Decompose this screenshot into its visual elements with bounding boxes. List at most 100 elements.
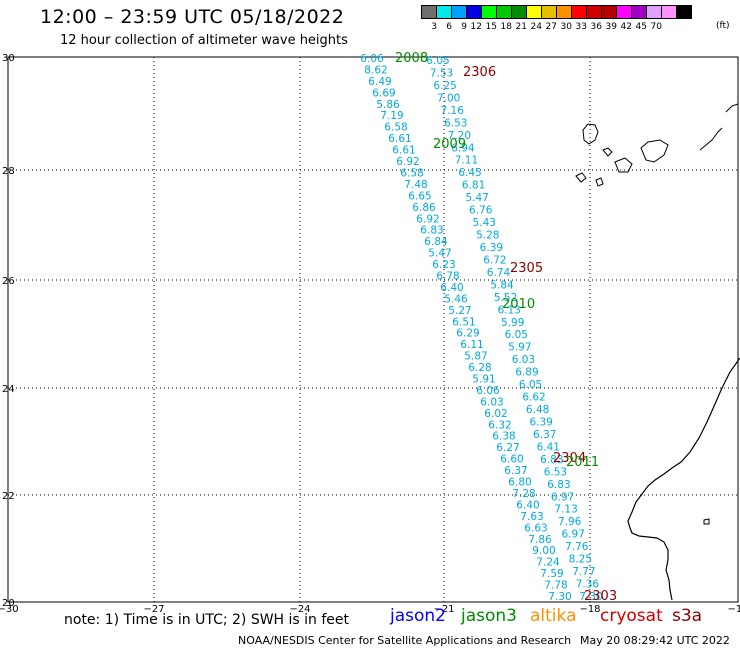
wave-height-value: 6.11 <box>460 339 483 351</box>
wave-height-value: 6.40 <box>516 499 539 511</box>
africa-coastline <box>627 357 740 601</box>
color-scale-unit: (ft) <box>716 21 730 31</box>
wave-height-value: 6.29 <box>456 328 479 340</box>
pass-label: 2303 <box>584 589 617 604</box>
pass-label: 2011 <box>566 455 599 470</box>
wave-height-value: 5.84 <box>490 279 514 291</box>
color-scale-label: 27 <box>545 22 557 32</box>
longitude-label: −30 <box>0 604 19 615</box>
color-scale-label: 33 <box>575 22 587 32</box>
latitude-label: 30 <box>2 53 15 64</box>
wave-height-value: 6.74 <box>487 267 511 279</box>
wave-height-value: 6.28 <box>468 362 491 374</box>
color-scale-label: 36 <box>590 22 602 32</box>
wave-height-value: 6.45 <box>458 167 481 179</box>
wave-height-value: 6.83 <box>420 225 443 237</box>
chart-title: 12:00 – 23:59 UTC 05/18/2022 <box>40 6 345 28</box>
legend-item-cryosat: cryosat <box>600 606 663 626</box>
wave-height-value: 7.59 <box>540 568 563 580</box>
wave-height-value: 6.05 <box>426 55 449 67</box>
wave-height-value: 5.47 <box>428 248 451 260</box>
wave-height-value: 6.86 <box>412 202 436 214</box>
wave-height-value: 6.92 <box>396 156 419 168</box>
wave-height-value: 7.30 <box>579 591 602 603</box>
wave-height-value: 6.81 <box>462 180 485 192</box>
wave-height-value: 6.39 <box>480 242 503 254</box>
wave-height-value: 6.84 <box>424 236 448 248</box>
wave-height-value: 6.38 <box>492 431 515 443</box>
color-scale-label: 18 <box>500 22 512 32</box>
wave-height-value: 6.60 <box>500 454 523 466</box>
pass-label: 2008 <box>395 51 428 66</box>
wave-height-value: 7.53 <box>430 67 453 79</box>
island-gomera <box>602 147 613 157</box>
wave-height-value: 6.94 <box>451 142 475 154</box>
wave-height-value: 5.28 <box>476 230 499 242</box>
longitude-label: −15 <box>727 604 740 615</box>
wave-height-value: 8.62 <box>364 64 387 76</box>
generated-timestamp: May 20 08:29:42 UTC 2022 <box>580 634 730 647</box>
wave-height-value: 6.39 <box>529 416 552 428</box>
pass-label: 2304 <box>553 451 586 466</box>
wave-height-value: 5.87 <box>464 351 487 363</box>
map-frame <box>7 56 739 603</box>
wave-height-value: 5.99 <box>501 317 524 329</box>
legend-item-jason2: jason2 <box>390 606 446 626</box>
color-scale-label: 6 <box>446 22 452 32</box>
wave-height-value: 6.06 <box>360 53 384 65</box>
credit-text: NOAA/NESDIS Center for Satellite Applica… <box>238 634 572 647</box>
wave-height-value: 6.92 <box>416 213 439 225</box>
wave-height-value: 6.97 <box>551 491 574 503</box>
wave-height-value: 6.97 <box>562 529 585 541</box>
wave-height-value: 7.13 <box>554 504 577 516</box>
wave-height-value: 7.77 <box>572 566 595 578</box>
color-scale-label: 15 <box>485 22 497 32</box>
island-gran-canaria <box>614 157 633 173</box>
wave-height-value: 6.41 <box>537 441 560 453</box>
wave-height-value: 6.37 <box>533 429 556 441</box>
wave-height-value: 6.27 <box>496 442 519 454</box>
wave-height-value: 6.05 <box>505 329 528 341</box>
latitude-label: 22 <box>2 491 15 502</box>
wave-height-value: 6.03 <box>512 354 535 366</box>
wave-height-value: 6.65 <box>408 190 431 202</box>
island-el-hierro <box>575 172 587 183</box>
color-scale-label: 3 <box>431 22 437 32</box>
wave-height-value: 7.19 <box>380 110 403 122</box>
wave-height-value: 7.11 <box>455 155 478 167</box>
wave-height-value: 7.36 <box>576 579 600 591</box>
island-fuerteventura <box>699 127 723 151</box>
footer-note: note: 1) Time is in UTC; 2) SWH is in fe… <box>64 612 350 628</box>
wave-height-value: 6.40 <box>440 282 463 294</box>
wave-height-value: 6.61 <box>392 145 415 157</box>
pass-label: 2009 <box>433 137 466 152</box>
satellite-tracks: 6.068.626.496.695.867.196.586.616.616.92… <box>360 53 602 603</box>
latitude-label: 28 <box>2 166 15 177</box>
wave-height-value: 7.00 <box>437 92 460 104</box>
wave-height-value: 6.37 <box>504 465 527 477</box>
wave-height-value: 6.51 <box>452 316 475 328</box>
wave-height-value: 6.53 <box>544 466 567 478</box>
wave-height-value: 6.63 <box>524 522 547 534</box>
wave-height-value: 5.52 <box>494 292 517 304</box>
wave-height-value: 7.48 <box>404 179 427 191</box>
wave-height-value: 6.76 <box>469 205 493 217</box>
wave-height-value: 7.76 <box>565 541 589 553</box>
wave-height-value: 7.30 <box>548 591 571 603</box>
pass-label: 2306 <box>463 65 496 80</box>
wave-height-value: 6.69 <box>372 87 395 99</box>
color-scale-label: 45 <box>635 22 647 32</box>
legend-item-s3a: s3a <box>672 606 703 626</box>
latitude-label: 24 <box>2 384 15 395</box>
wave-height-value: 6.58 <box>384 122 407 134</box>
wave-height-value: 6.25 <box>433 80 456 92</box>
longitude-label: −21 <box>433 604 454 615</box>
wave-height-value: 7.24 <box>536 557 560 569</box>
wave-height-value: 6.48 <box>526 404 549 416</box>
color-scale-label: 30 <box>560 22 572 32</box>
map-grid: −30 −27 −24 −21 −18 −15 30 28 26 24 22 20 <box>0 53 740 615</box>
color-scale-label: 42 <box>620 22 632 32</box>
wave-height-value: 7.20 <box>448 130 471 142</box>
island-la-palma <box>582 123 599 145</box>
